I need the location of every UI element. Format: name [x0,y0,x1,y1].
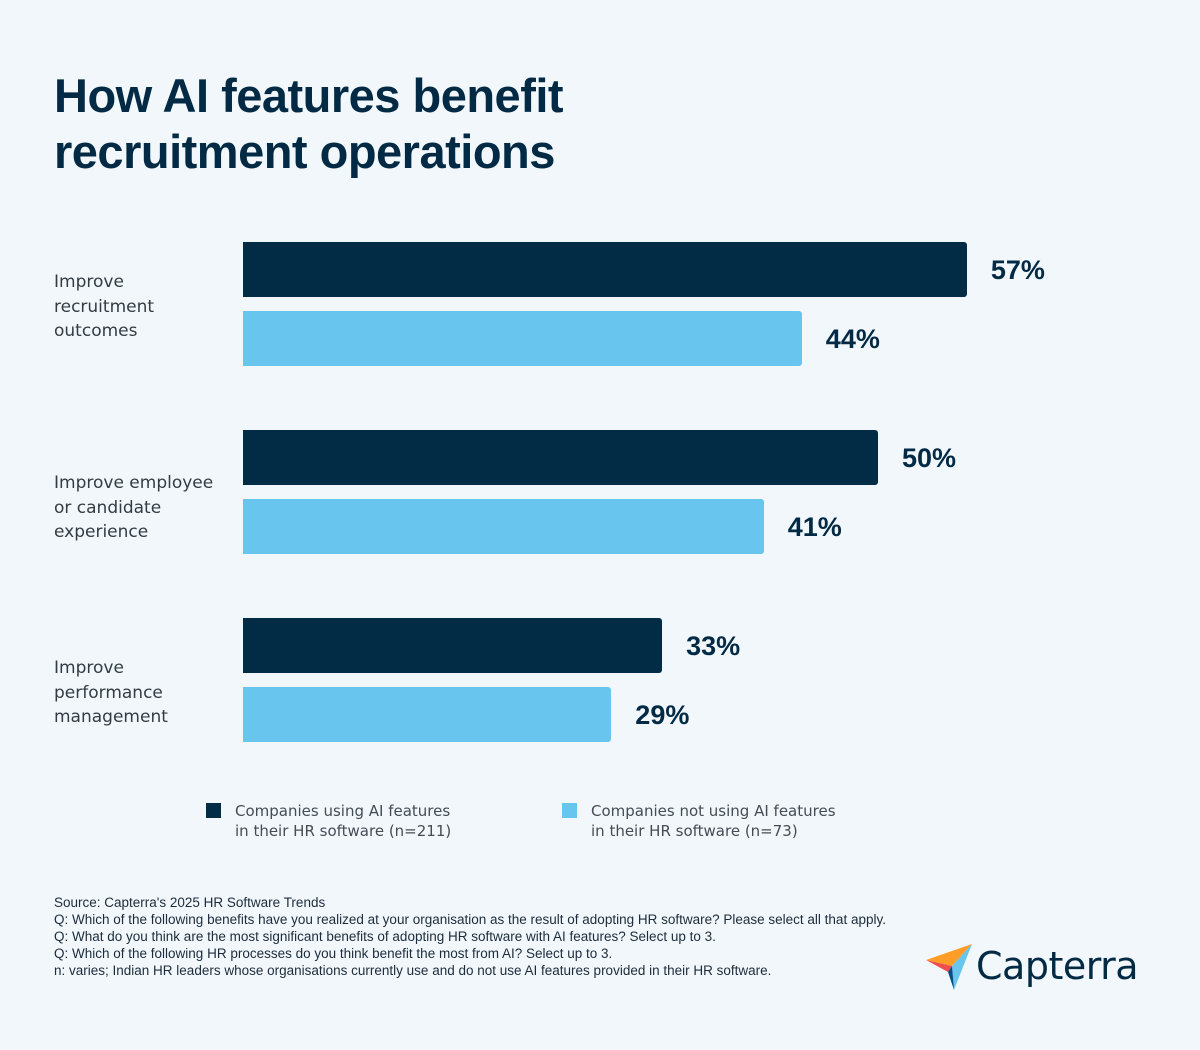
data-label: 33% [686,631,741,661]
title-line: How AI features benefit [54,69,564,122]
legend-text: in their HR software (n=211) [235,822,452,840]
source-notes: Source: Capterra's 2025 HR Software Tren… [54,894,904,979]
category-label: Improve recruitment outcomes [54,270,234,344]
legend-swatch [562,803,577,818]
data-label: 57% [990,255,1045,285]
note-line: Source: Capterra's 2025 HR Software Tren… [54,895,326,910]
category-label-line: Improve [54,658,124,678]
category-label-line: performance [54,682,163,703]
category-label: Improve performance management [54,656,234,730]
legend-text: in their HR software (n=73) [591,822,798,840]
logo-text: Capterra [976,944,1139,988]
title-line: recruitment operations [54,125,555,178]
category-label-line: or candidate [54,497,162,518]
bar-non-ai-users [243,687,612,742]
category-label: Improve employee or candidate experience [54,471,234,545]
data-label: 41% [787,512,842,542]
category-label-line: outcomes [54,321,138,341]
legend-swatch [206,803,221,818]
data-label: 50% [902,443,957,473]
note-line: Q: Which of the following HR processes d… [54,946,613,961]
capterra-arrow-icon [926,944,972,990]
legend-item-ai-users: Companies using AI features in their HR s… [206,801,451,841]
category-label-line: Improve employee [54,473,214,493]
legend-item-non-ai-users: Companies not using AI features in their … [562,801,836,841]
data-label: 29% [635,700,690,730]
note-line: Q: Which of the following benefits have … [54,912,886,927]
bar-non-ai-users [243,499,764,554]
note-line: n: varies; Indian HR leaders whose organ… [54,963,772,978]
note-line: Q: What do you think are the most signif… [54,929,716,944]
category-label-line: experience [54,522,149,542]
legend-text: Companies not using AI features [591,802,836,820]
bar-ai-users [243,430,878,485]
data-label: 44% [825,324,880,354]
category-label-line: management [54,707,168,727]
category-label-line: recruitment [54,296,155,317]
chart-title: How AI features benefit recruitment oper… [54,68,754,180]
category-label-line: Improve [54,272,124,292]
legend-text: Companies using AI features [235,802,451,820]
bar-ai-users [243,618,663,673]
bar-ai-users [243,242,967,297]
bar-non-ai-users [243,311,802,366]
capterra-logo: Capterra [926,942,1139,990]
